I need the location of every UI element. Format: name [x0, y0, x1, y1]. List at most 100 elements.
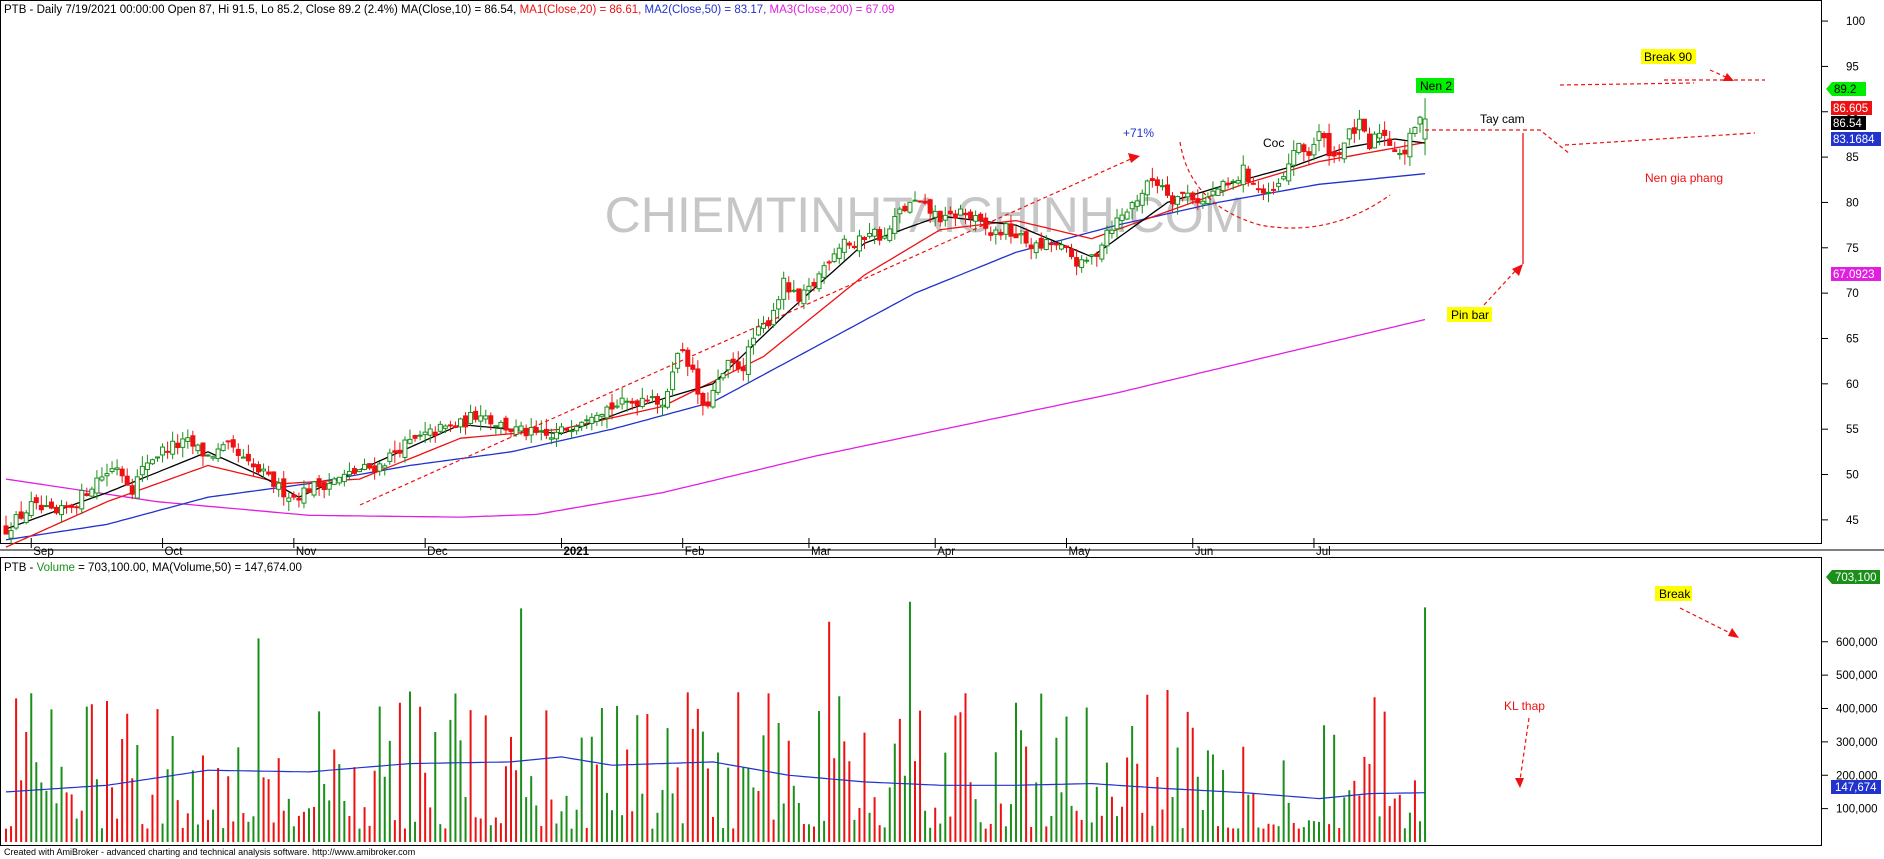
candle-body — [155, 456, 160, 459]
candle-body — [351, 468, 357, 474]
candle-body — [548, 437, 554, 440]
badge-volma-bg — [1831, 780, 1881, 794]
price-tick-label: 60 — [1846, 379, 1859, 391]
price-header-ma3: MA3(Close,200) = 67.09 — [770, 4, 895, 16]
candle-body — [134, 476, 140, 499]
candle-body — [119, 468, 125, 477]
candle-body — [43, 505, 49, 508]
candle-body — [377, 463, 383, 472]
candle-body — [250, 463, 256, 468]
candle-body — [771, 309, 777, 326]
candle-body — [978, 213, 984, 222]
candle-body — [1180, 191, 1186, 194]
x-axis: Sep Oct Nov Dec 2021 Feb Mar Apr May Jun Jul — [30, 538, 1331, 558]
price-tick-label: 85 — [1846, 152, 1859, 164]
candle-body — [442, 425, 448, 429]
candle-body — [1099, 244, 1105, 260]
volume-tick-label: 400,000 — [1836, 704, 1878, 716]
volume-ma-line — [5, 756, 1426, 800]
candle-body — [144, 462, 150, 471]
candle-body — [998, 231, 1004, 236]
candle-body — [755, 326, 761, 336]
candle-body — [69, 504, 75, 508]
candle-body — [306, 488, 312, 493]
candle-body — [59, 505, 65, 516]
klthap-arrow-line — [1519, 717, 1530, 781]
candle-body — [937, 210, 943, 223]
volume-badges: 703,100 147,674 — [1826, 570, 1881, 794]
candle-body — [1109, 229, 1115, 234]
candle-body — [407, 438, 413, 444]
candle-body — [397, 449, 403, 454]
candle-body — [417, 434, 423, 437]
candle-body — [99, 476, 105, 481]
candle-body — [942, 214, 948, 221]
price-header-main: PTB - Daily 7/19/2021 00:00:00 Open 87, … — [4, 4, 520, 16]
annotation-pct: +71% — [1123, 126, 1154, 140]
candle-body — [160, 446, 166, 456]
candle-body — [654, 396, 660, 405]
x-tick-label: Apr — [937, 546, 955, 558]
candle-body — [286, 497, 292, 502]
x-tick-label: Mar — [811, 546, 831, 558]
candle-body — [1064, 245, 1069, 249]
candle-body — [579, 421, 585, 427]
candle-body — [649, 396, 655, 399]
price-tick-label: 70 — [1846, 288, 1859, 300]
candle-body — [1301, 144, 1307, 153]
candle-body — [720, 373, 726, 379]
candle-body — [826, 261, 832, 264]
candle-body — [927, 199, 933, 214]
candle-body — [665, 391, 671, 408]
candle-body — [54, 506, 59, 514]
annotation-break90: Break 90 — [1644, 50, 1692, 64]
candle-body — [609, 402, 615, 410]
candle-body — [559, 426, 564, 434]
candle-body — [256, 464, 261, 473]
candle-body — [1271, 188, 1277, 191]
candle-body — [1266, 191, 1271, 194]
candle-body — [89, 488, 95, 497]
range-top-line — [1559, 82, 1695, 86]
candle-body — [518, 425, 524, 432]
candle-body — [750, 337, 756, 346]
candle-body — [867, 233, 873, 237]
candle-body — [422, 431, 428, 436]
candle-body — [1144, 180, 1150, 196]
candle-body — [1402, 149, 1408, 155]
candle-body — [619, 397, 625, 405]
candle-body — [639, 397, 645, 407]
volume-header: PTB - Volume = 703,100.00, MA(Volume,50)… — [4, 562, 302, 574]
candle-body — [836, 247, 842, 259]
candle-body — [1134, 200, 1140, 207]
candle-body — [533, 427, 539, 433]
candle-body — [1200, 200, 1206, 205]
candle-body — [84, 493, 90, 497]
candle-body — [538, 430, 544, 433]
candle-body — [1326, 132, 1332, 157]
x-tick-label: Dec — [427, 546, 448, 558]
candle-body — [245, 453, 251, 462]
candle-body — [1356, 118, 1362, 131]
candle-body — [811, 282, 817, 287]
candle-body — [589, 416, 595, 424]
candle-body — [372, 465, 378, 473]
candle-body — [1053, 242, 1059, 246]
candle-body — [1038, 237, 1044, 249]
candle-body — [523, 427, 529, 437]
candle-body — [796, 288, 802, 302]
candle-body — [488, 415, 494, 425]
candle-body — [1407, 132, 1413, 158]
candle-body — [1417, 116, 1423, 125]
candle-body — [48, 501, 54, 509]
break90-arrow-line — [1709, 69, 1729, 79]
annotation-arrowheads — [1128, 73, 1739, 788]
range-bottom-line — [1564, 132, 1756, 146]
candle-body — [261, 468, 267, 472]
candle-body — [38, 504, 44, 511]
candle-body — [624, 400, 630, 403]
trend-line-71 — [359, 157, 1134, 506]
candle-body — [634, 400, 640, 406]
candle-body — [1235, 179, 1241, 184]
candle-body — [660, 404, 665, 408]
